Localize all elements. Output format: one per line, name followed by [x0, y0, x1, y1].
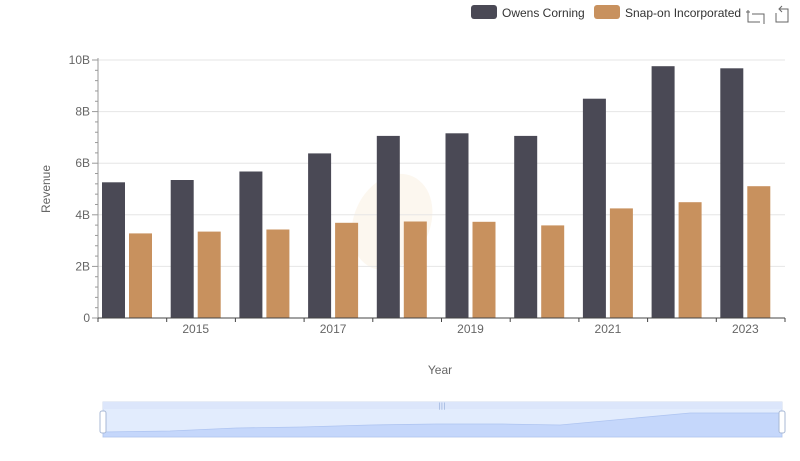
bar-owens-corning-2019[interactable]	[445, 133, 469, 318]
bar-owens-corning-2014[interactable]	[102, 182, 125, 318]
bar-snap-on-2017[interactable]	[335, 222, 359, 318]
x-axis-title: Year	[428, 363, 452, 377]
bar-snap-on-2021[interactable]	[609, 208, 633, 318]
data-zoom-slider[interactable]: |||	[99, 401, 786, 438]
legend-item-owens-corning[interactable]: Owens Corning	[471, 5, 585, 20]
restore-icon[interactable]	[775, 5, 789, 23]
data-zoom-top-bar[interactable]	[103, 402, 782, 409]
bar-snap-on-2015[interactable]	[197, 231, 221, 318]
bar-owens-corning-2022[interactable]	[651, 66, 675, 318]
legend: Owens Corning Snap-on Incorporated	[471, 5, 741, 20]
bar-owens-corning-2023[interactable]	[720, 68, 744, 318]
y-tick-label: 10B	[69, 53, 90, 67]
y-tick-label: 0	[83, 311, 90, 325]
legend-label-snap-on: Snap-on Incorporated	[625, 6, 741, 20]
data-zoom-drag-icon[interactable]: |||	[438, 402, 445, 410]
legend-label-owens-corning: Owens Corning	[502, 6, 585, 20]
x-tick-label: 2023	[732, 322, 759, 336]
bar-owens-corning-2015[interactable]	[170, 180, 194, 318]
bar-snap-on-2014[interactable]	[129, 233, 152, 318]
data-zoom-handle-right[interactable]	[778, 410, 786, 434]
axes	[92, 58, 786, 322]
bar-owens-corning-2016[interactable]	[239, 171, 263, 319]
bar-snap-on-2022[interactable]	[678, 202, 702, 318]
y-tick-label: 4B	[75, 208, 90, 222]
legend-item-snap-on[interactable]: Snap-on Incorporated	[594, 5, 741, 20]
y-axis-title: Revenue	[39, 165, 53, 213]
bar-snap-on-2023[interactable]	[747, 186, 771, 318]
bar-owens-corning-2018[interactable]	[376, 135, 400, 318]
legend-swatch-snap-on	[594, 5, 620, 19]
x-tick-label: 2021	[595, 322, 622, 336]
bar-owens-corning-2017[interactable]	[308, 153, 332, 318]
y-tick-label: 2B	[75, 259, 90, 273]
bar-snap-on-2019[interactable]	[472, 221, 496, 318]
bar-snap-on-2020[interactable]	[541, 225, 565, 318]
x-tick-label: 2015	[182, 322, 209, 336]
bar-owens-corning-2021[interactable]	[582, 98, 606, 318]
bars	[102, 66, 771, 319]
x-tick-label: 2019	[457, 322, 484, 336]
bar-snap-on-2016[interactable]	[266, 229, 290, 319]
y-tick-label: 6B	[75, 156, 90, 170]
y-tick-label: 8B	[75, 105, 90, 119]
data-zoom-handle-left[interactable]	[99, 410, 107, 434]
x-tick-labels: 2015 2017 2019 2021 2023	[182, 322, 759, 336]
zoom-icon[interactable]	[746, 10, 765, 24]
y-tick-labels: 0 2B 4B 6B 8B 10B	[69, 53, 91, 325]
bar-owens-corning-2020[interactable]	[514, 135, 538, 318]
bar-snap-on-2018[interactable]	[403, 221, 427, 319]
legend-swatch-owens-corning	[471, 5, 497, 19]
x-tick-label: 2017	[320, 322, 347, 336]
